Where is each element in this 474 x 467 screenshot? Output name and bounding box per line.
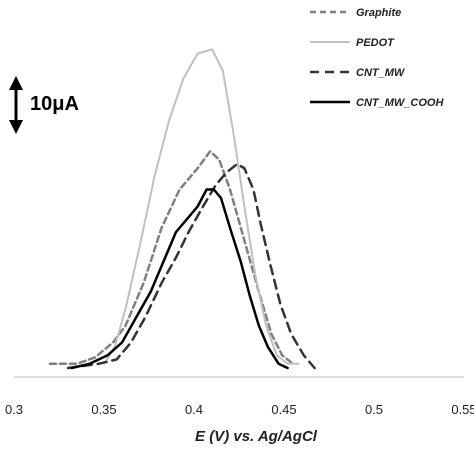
legend-label: CNT_MW_COOH: [356, 97, 444, 109]
series-line-pedot: [103, 48, 300, 365]
legend-label: Graphite: [356, 7, 401, 19]
x-tick-label: 0.4: [185, 402, 203, 417]
x-tick-label: 0.55: [451, 402, 474, 417]
legend: Graphite PEDOT CNT_MW CNT_MW_COOH: [310, 7, 444, 109]
legend-label: CNT_MW: [356, 67, 406, 79]
x-tick-label: 0.35: [91, 402, 116, 417]
scale-bar-label: 10μA: [30, 93, 79, 115]
scale-bar: 10μA: [9, 76, 79, 134]
x-axis-title: E (V) vs. Ag/AgCl: [195, 428, 318, 445]
plot-area: [48, 48, 316, 370]
x-tick-labels: 0.3 0.35 0.4 0.45 0.5 0.55: [5, 402, 474, 417]
scale-bar-arrow-up: [9, 76, 23, 90]
x-tick-label: 0.45: [271, 402, 296, 417]
x-tick-label: 0.3: [5, 402, 23, 417]
legend-label: PEDOT: [356, 37, 395, 49]
x-tick-label: 0.5: [365, 402, 383, 417]
scale-bar-arrow-down: [9, 120, 23, 134]
series-line-graphite: [48, 150, 295, 366]
series-line-cnt-mw: [66, 162, 316, 370]
series-line-cnt-mw-cooh: [70, 188, 289, 370]
